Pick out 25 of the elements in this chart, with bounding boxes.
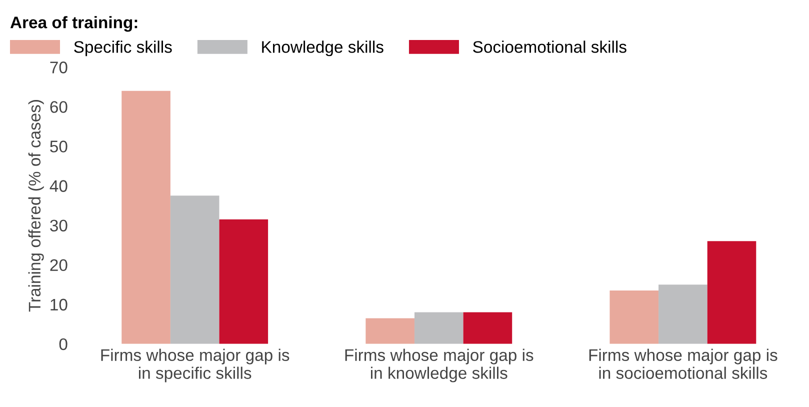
bar — [170, 196, 220, 344]
legend-label: Socioemotional skills — [473, 40, 626, 53]
bar — [463, 312, 512, 344]
bar — [707, 241, 756, 344]
y-axis-title: Training offered (% of cases) — [28, 100, 44, 312]
bar — [122, 90, 170, 344]
bar — [414, 312, 464, 344]
y-tick-label: 30 — [50, 220, 68, 232]
legend-title: Area of training: — [10, 16, 138, 32]
bar — [658, 284, 708, 344]
x-tick-label: Firms whose major gap is in knowledge skills — [345, 348, 534, 382]
y-tick-label: 50 — [50, 140, 68, 152]
legend-label: Specific skills — [74, 40, 172, 56]
x-tick-label: Firms whose major gap is in socioemotional skills — [589, 348, 778, 379]
legend-label: Knowledge skills — [262, 40, 384, 56]
y-tick-label: 60 — [50, 101, 68, 113]
y-tick-label: 20 — [50, 259, 68, 272]
y-tick-label: 10 — [50, 298, 68, 311]
y-tick-label: 0 — [59, 338, 68, 350]
y-tick-label: 70 — [50, 62, 68, 74]
bar — [610, 290, 659, 344]
x-tick-label: Firms whose major gap is in specific skills — [101, 348, 290, 382]
bar — [366, 318, 414, 344]
y-tick-label: 40 — [50, 180, 68, 192]
bar — [219, 219, 268, 344]
